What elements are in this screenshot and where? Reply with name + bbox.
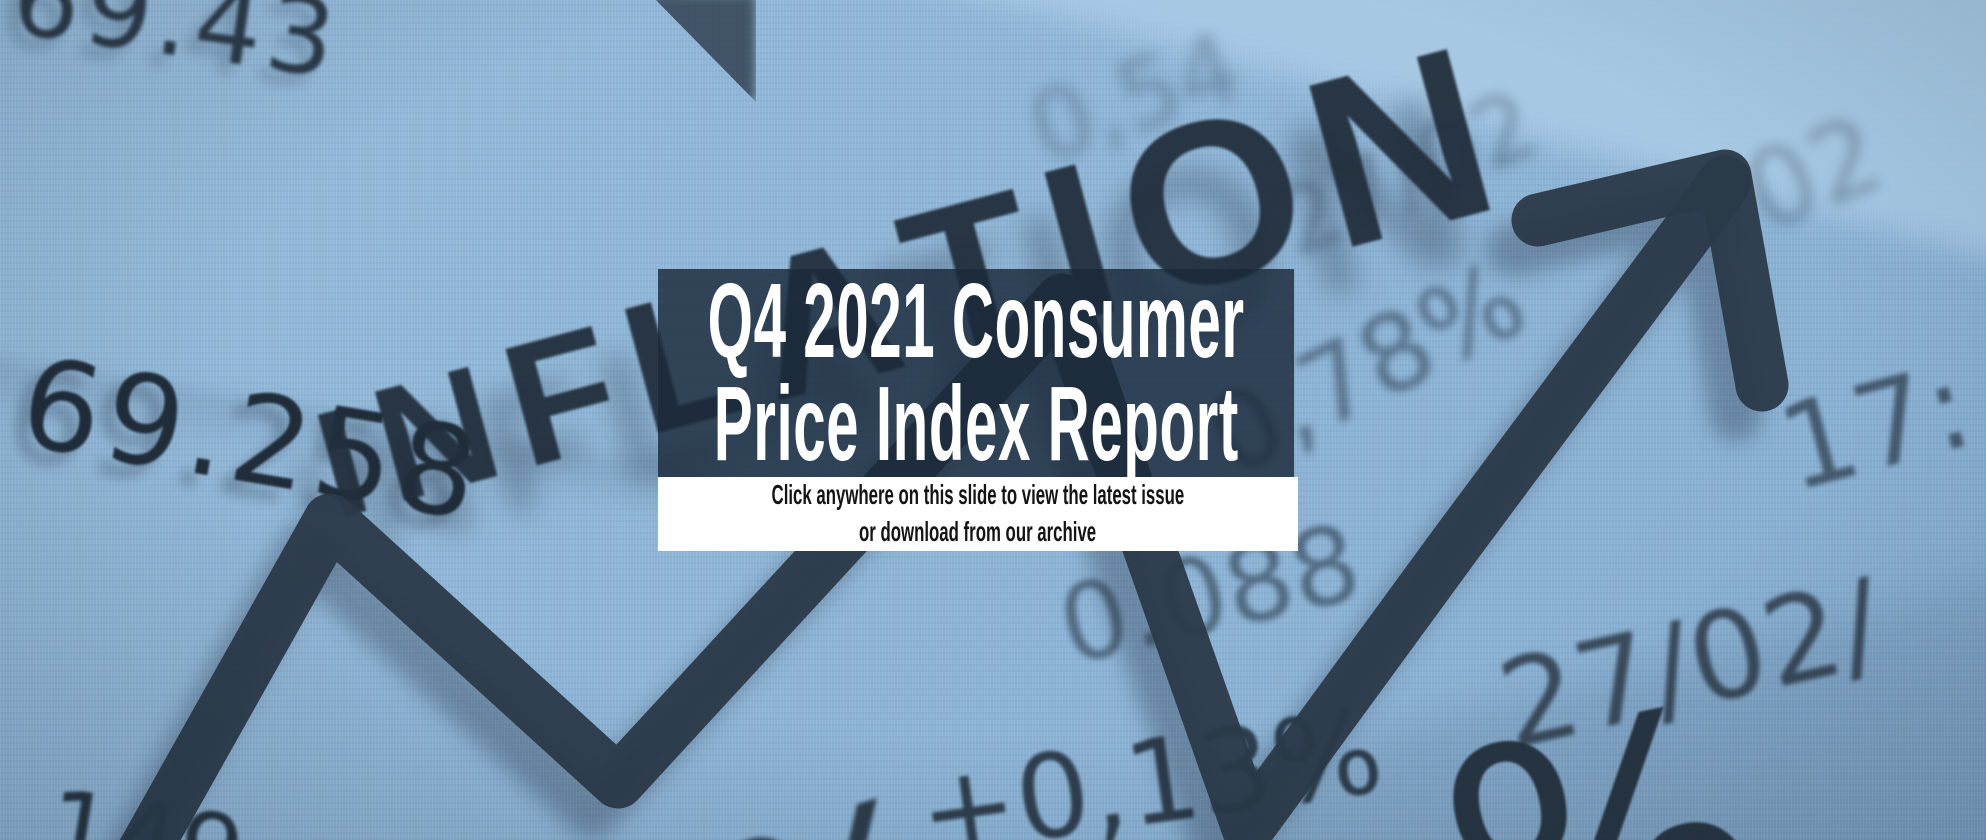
inflation-letter: I	[299, 370, 403, 552]
slide-subtitle-line2: or download from our archive	[859, 516, 1097, 547]
inflation-letter: F	[484, 284, 656, 506]
slide-title-line1: Q4 2021 Consumer	[707, 262, 1245, 381]
inflation-letter: N	[1280, 0, 1537, 302]
bg-number-top-left: 69.43	[5, 0, 348, 103]
bg-percent-bottom-icon: %	[677, 735, 1008, 840]
bg-date-under-arrow: 27/02	[1261, 69, 1554, 280]
bg-date-top-right: /02	[1694, 91, 1900, 270]
bg-number-bottom-left: 149	[38, 766, 253, 840]
bg-date-bottom-right: 27/02/	[1487, 554, 1895, 777]
bg-number-faint-center: 0,54	[1015, 10, 1255, 186]
subtitle-panel: Click anywhere on this slide to view the…	[658, 477, 1298, 551]
inflation-letter: N	[355, 325, 535, 538]
bg-number-mid-left: 69.258	[11, 330, 493, 550]
cursor-triangle-icon	[650, 0, 756, 102]
slide-subtitle-line1: Click anywhere on this slide to view the…	[771, 479, 1185, 511]
title-panel: Q4 2021 Consumer Price Index Report	[658, 262, 1294, 483]
bg-time-right: 17:	[1765, 335, 1985, 519]
bg-delta-bottom-center: +0,13%	[910, 684, 1391, 840]
screen-shadow-corner	[1239, 525, 1986, 840]
bg-big-percent-icon: %	[1412, 633, 1799, 840]
slide-title-line2: Price Index Report	[713, 365, 1239, 483]
